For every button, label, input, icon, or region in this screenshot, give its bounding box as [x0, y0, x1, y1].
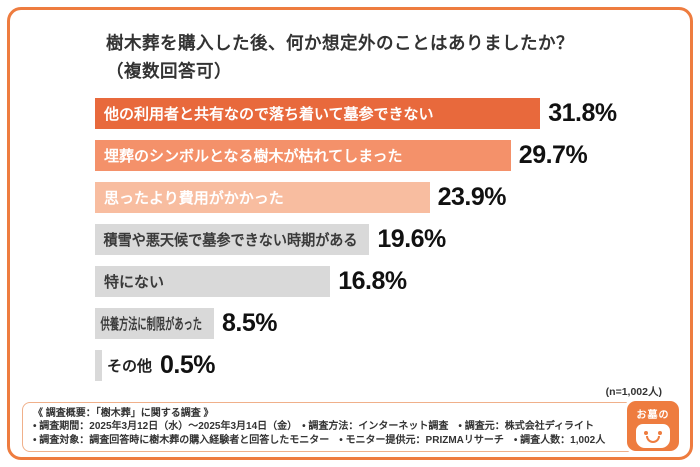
bar-row: 他の利用者と共有なので落ち着いて墓参できない 31.8% — [95, 97, 690, 129]
bar-value-label: 0.5% — [160, 350, 215, 379]
logo-mouth — [646, 436, 660, 443]
logo-text-top: お墓の — [636, 410, 670, 421]
sample-size-label: (n=1,002人) — [605, 386, 662, 398]
chart-title: 樹木葬を購入した後、何か想定外のことはありましたか？ （複数回答可） — [106, 29, 664, 86]
bar-category-label: 埋葬のシンボルとなる樹木が枯れてしまった — [104, 147, 403, 165]
bar-category-label: 他の利用者と共有なので落ち着いて墓参できない — [104, 105, 434, 123]
logo-right-eye — [658, 431, 662, 435]
bar-category-label: 供養方法に制限があった — [100, 315, 203, 333]
bar-value-label: 8.5% — [222, 308, 277, 337]
bar-row: その他 0.5% — [95, 349, 690, 381]
chart-title-line1: 樹木葬を購入した後、何か想定外のことはありましたか？ — [106, 33, 574, 53]
bar-row: 供養方法に制限があった 8.5% — [95, 307, 690, 339]
bar-value-label: 29.7% — [518, 140, 588, 169]
bar: 特にない — [95, 265, 331, 297]
bar-row: 埋葬のシンボルとなる樹木が枯れてしまった 29.7% — [95, 139, 690, 171]
bar: 埋葬のシンボルとなる樹木が枯れてしまった — [95, 139, 511, 171]
survey-overview-heading: 《 調査概要：「樹木葬」に関する調査 》 — [33, 407, 214, 419]
bar-chart: 他の利用者と共有なので落ち着いて墓参できない 31.8% 埋葬のシンボルとなる樹木が… — [10, 97, 690, 381]
chart-title-line2: （複数回答可） — [106, 61, 232, 82]
bar-category-label: 特にない — [104, 273, 165, 291]
bar-value-label: 19.6% — [377, 224, 446, 253]
logo-left-eye — [644, 431, 648, 435]
bar-category-label: 積雪や悪天候で墓参できない時期がある — [103, 231, 358, 249]
bar-row: 積雪や悪天候で墓参できない時期がある 19.6% — [95, 223, 690, 255]
bar-category-label: 思ったより費用がかかった — [104, 189, 284, 207]
survey-infographic-frame: 樹木葬を購入した後、何か想定外のことはありましたか？ （複数回答可） 他の利用者… — [7, 7, 693, 460]
bar-row: 思ったより費用がかかった 23.9% — [95, 181, 690, 213]
bar-category-label: その他 — [107, 357, 153, 375]
bar: 思ったより費用がかかった — [95, 181, 430, 213]
bar-row: 特にない 16.8% — [95, 265, 690, 297]
bar: 他の利用者と共有なので落ち着いて墓参できない — [95, 97, 541, 129]
survey-overview-box: 《 調査概要：「樹木葬」に関する調査 》 • 調査期間：2025年3月12日（水… — [22, 401, 678, 452]
bar — [95, 349, 102, 381]
survey-overview-line2: • 調査対象：調査回答時に樹木葬の購入経験者と回答したモニター • モニター提供… — [33, 434, 606, 446]
bar-value-label: 16.8% — [338, 266, 407, 295]
bar: 供養方法に制限があった — [95, 307, 214, 339]
ohaka-no-kuchikomi-logo: お墓の — [627, 401, 679, 451]
survey-overview-line1: • 調査期間：2025年3月12日（水）〜2025年3月14日（金） • 調査方… — [33, 421, 594, 432]
bar-value-label: 23.9% — [437, 182, 507, 211]
bar: 積雪や悪天候で墓参できない時期がある — [95, 223, 370, 255]
logo-smiley-face-icon — [636, 424, 670, 448]
bar-value-label: 31.8% — [548, 98, 617, 127]
